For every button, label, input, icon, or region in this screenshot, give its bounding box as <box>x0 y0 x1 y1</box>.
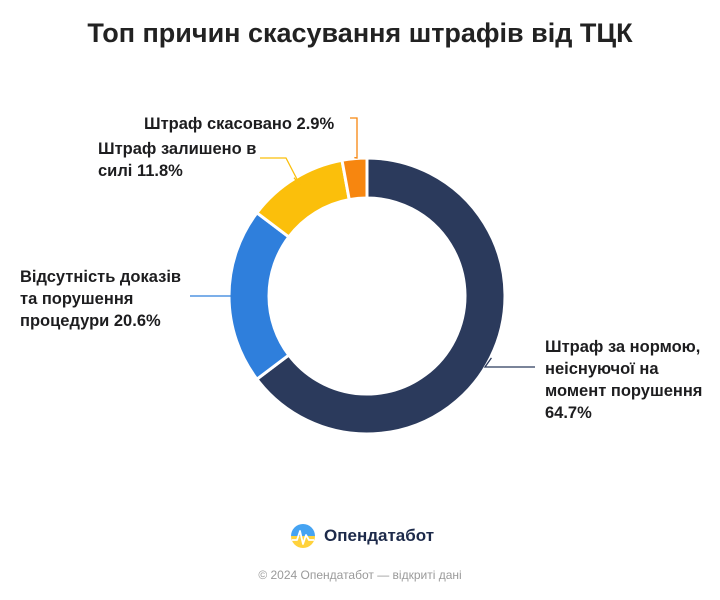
brand-name: Опендатабот <box>324 526 435 545</box>
label-fine-cancelled: Штраф скасовано 2.9% <box>144 115 335 133</box>
leader-line-norm-nonexistent <box>483 357 535 368</box>
donut-slices <box>227 156 507 436</box>
leader-line-fine-upheld <box>260 157 301 186</box>
footer-copyright: © 2024 Опендатабот — відкриті дані <box>258 568 462 582</box>
slice-norm-nonexistent <box>255 156 507 436</box>
label-no-evidence: Відсутність доказів та порушення процеду… <box>20 268 182 330</box>
opendatabot-logo-icon <box>291 524 315 548</box>
label-fine-upheld: Штраф залишено в силі 11.8% <box>98 140 257 180</box>
label-norm-nonexistent: Штраф за нормою, неіснуючої на момент по… <box>545 338 703 422</box>
leader-line-fine-cancelled <box>350 117 358 159</box>
slice-no-evidence <box>227 211 291 381</box>
brand: Опендатабот <box>290 521 434 551</box>
chart-title: Топ причин скасування штрафів від ТЦК <box>87 18 633 48</box>
label-leader-lines <box>190 117 535 368</box>
slice-fine-cancelled <box>340 156 369 202</box>
